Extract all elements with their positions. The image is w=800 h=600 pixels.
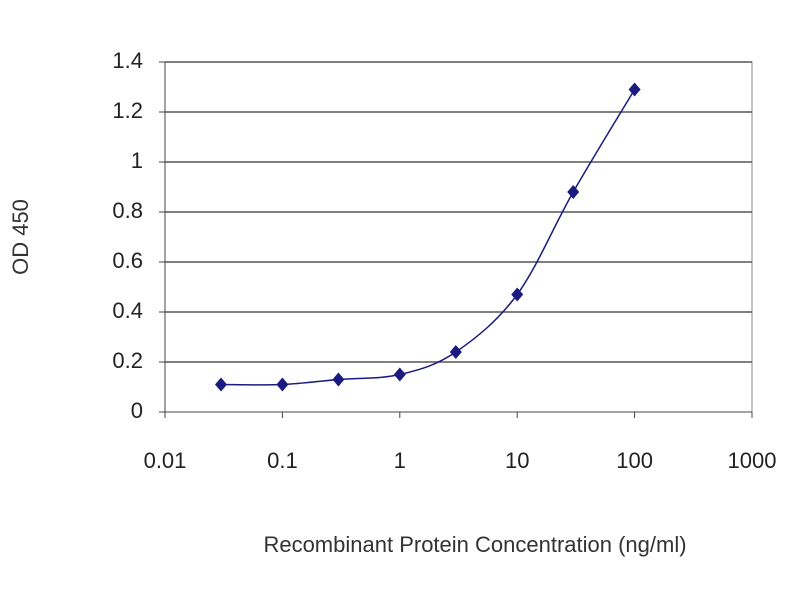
x-tick-label: 1000 (728, 448, 777, 473)
y-tick-label: 1 (131, 148, 143, 173)
y-tick-label: 0.8 (112, 198, 143, 223)
y-tick-label: 0.2 (112, 348, 143, 373)
y-axis-label: OD 450 (8, 199, 33, 275)
data-point (393, 367, 406, 382)
plot-area (164, 61, 753, 413)
y-tick-label: 0 (131, 398, 143, 423)
x-tick-label: 10 (505, 448, 529, 473)
data-point (628, 82, 641, 97)
y-tick-label: 0.4 (112, 298, 143, 323)
data-point (449, 345, 462, 359)
x-tick-label: 0.1 (267, 448, 298, 473)
x-tick-label: 0.01 (144, 448, 187, 473)
y-tick-label: 1.4 (112, 48, 143, 73)
data-point (332, 372, 345, 387)
data-point (567, 185, 580, 199)
data-point (215, 377, 228, 392)
y-tick-label: 0.6 (112, 248, 143, 273)
x-tick-label: 1 (394, 448, 406, 473)
data-point (511, 287, 524, 302)
data-point (276, 377, 289, 392)
y-tick-label: 1.2 (112, 98, 143, 123)
x-tick-label: 100 (616, 448, 653, 473)
x-axis-label: Recombinant Protein Concentration (ng/ml… (263, 532, 686, 557)
